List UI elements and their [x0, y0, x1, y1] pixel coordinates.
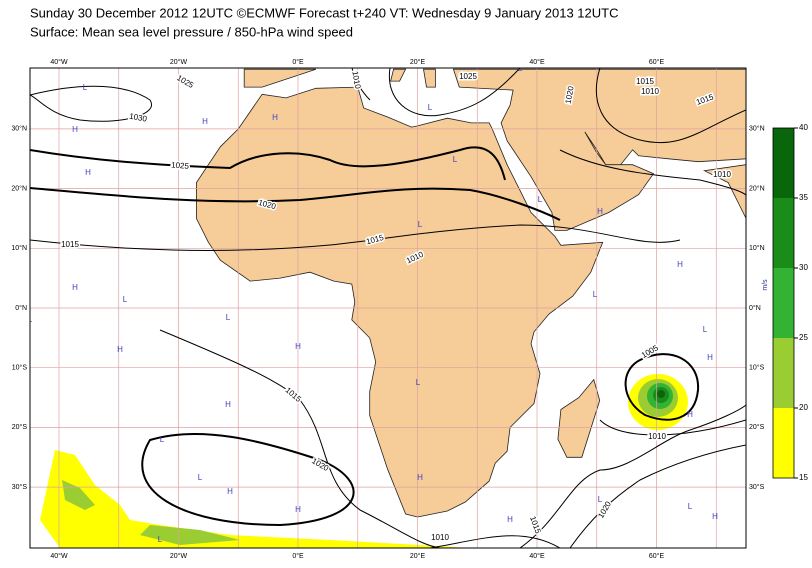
pressure-centre: H: [202, 117, 208, 126]
landmass: [390, 68, 407, 82]
colorbar-label: 30: [799, 263, 808, 272]
lon-label: 40°W: [50, 58, 68, 66]
lat-label: 10°S: [749, 364, 765, 372]
landmass: [702, 164, 746, 219]
colorbar-frame: [772, 127, 795, 479]
pressure-centre: L: [83, 83, 88, 92]
pressure-centre: L: [226, 313, 231, 322]
lat-label: 10°N: [11, 244, 27, 252]
pressure-centre: H: [677, 260, 683, 269]
pressure-centre: H: [72, 125, 78, 134]
pressure-centre: L: [416, 378, 421, 387]
pressure-centre: L: [593, 290, 598, 299]
pressure-centre: H: [117, 345, 123, 354]
isobar-label: 1010: [713, 170, 731, 179]
isobar-label: 1010: [431, 533, 449, 542]
lon-label: 60°E: [649, 58, 665, 66]
lon-label: 0°E: [292, 58, 304, 66]
isobar-label: 1015: [636, 77, 654, 86]
pressure-centre: L: [688, 502, 693, 511]
lon-label: 60°E: [649, 552, 665, 560]
pressure-centre: L: [518, 64, 523, 73]
pressure-centre: L: [428, 103, 433, 112]
pressure-centre: L: [453, 155, 458, 164]
isobar-label: 1025: [171, 160, 190, 171]
pressure-centre: H: [227, 487, 233, 496]
isobar-label: 1015: [61, 240, 79, 249]
colorbar-bin: [773, 338, 794, 408]
lat-label: 20°S: [749, 423, 765, 431]
pressure-centre: L: [538, 195, 543, 204]
pressure-centre: H: [712, 512, 718, 521]
colorbar-bin: [773, 128, 794, 198]
lon-label: 40°E: [529, 552, 545, 560]
pressure-centre: H: [225, 400, 231, 409]
isobars: [30, 68, 746, 548]
pressure-centre: L: [160, 435, 165, 444]
pressure-centre: H: [417, 473, 423, 482]
colorbar-bin: [773, 198, 794, 268]
colorbar-label: 40: [799, 123, 808, 132]
pressure-centre: L: [418, 220, 423, 229]
pressure-centre: H: [597, 207, 603, 216]
lat-label: 20°S: [12, 423, 28, 431]
pressure-centre: H: [707, 353, 713, 362]
pressure-centre: H: [687, 410, 693, 419]
lat-label: 30°S: [12, 483, 28, 491]
lat-label: 10°N: [749, 244, 765, 252]
colorbar: 15 20 25 30 35 40 m/s: [762, 123, 809, 482]
colorbar-label: 25: [799, 333, 808, 342]
pressure-centre: L: [703, 325, 708, 334]
lon-label: 20°W: [170, 58, 188, 66]
isobar-label: 1010: [648, 432, 666, 441]
colorbar-label: 20: [799, 403, 808, 412]
pressure-centre: L: [158, 535, 163, 544]
map-frame: [29, 67, 747, 549]
colorbar-label: 35: [799, 193, 808, 202]
lon-label: 0°E: [292, 552, 304, 560]
pressure-centre: L: [28, 315, 33, 324]
isobar-label: 1010: [641, 87, 659, 96]
lat-label: 0°N: [15, 304, 27, 312]
isobar-label: 1010: [350, 70, 362, 90]
lat-label: 20°N: [749, 184, 765, 192]
isobar-label: 1025: [459, 72, 477, 81]
subtitle: Surface: Mean sea level pressure / 850-h…: [30, 24, 353, 39]
pressure-centre: L: [123, 295, 128, 304]
lon-label: 20°W: [170, 552, 188, 560]
wind-shading: [40, 374, 688, 548]
lon-label: 40°E: [529, 58, 545, 66]
lat-label: 10°S: [12, 364, 28, 372]
colorbar-bin: [773, 268, 794, 338]
pressure-centre: H: [295, 505, 301, 514]
lon-label: 40°W: [50, 552, 68, 560]
pressure-centre: L: [598, 495, 603, 504]
lat-label: 0°N: [749, 304, 761, 312]
colorbar-unit: m/s: [762, 279, 769, 291]
pressure-centre: H: [72, 283, 78, 292]
lat-label: 30°N: [11, 125, 27, 133]
lat-label: 30°N: [749, 125, 765, 133]
lon-label: 20°E: [410, 552, 426, 560]
lon-label: 20°E: [410, 58, 426, 66]
pressure-centre: L: [198, 473, 203, 482]
pressure-centre: H: [272, 113, 278, 122]
lat-label: 20°N: [11, 184, 27, 192]
landmass: [452, 68, 746, 231]
colorbar-label: 15: [799, 473, 808, 482]
lat-label: 30°S: [749, 483, 765, 491]
pressure-centre: H: [507, 515, 513, 524]
title: Sunday 30 December 2012 12UTC ©ECMWF For…: [30, 5, 619, 20]
pressure-centre: H: [85, 168, 91, 177]
pressure-centre: H: [295, 342, 301, 351]
colorbar-bin: [773, 408, 794, 478]
landmass: [423, 68, 436, 88]
